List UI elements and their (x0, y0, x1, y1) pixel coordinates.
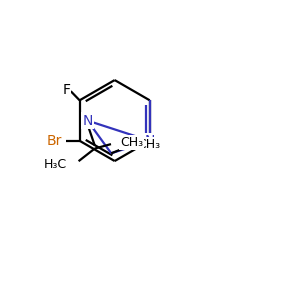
Text: F: F (62, 83, 70, 97)
Text: Br: Br (47, 134, 62, 148)
Text: N: N (145, 134, 155, 148)
Text: CH₃: CH₃ (120, 136, 143, 149)
Text: CH₃: CH₃ (138, 138, 161, 151)
Text: N: N (82, 114, 93, 128)
Text: H₃C: H₃C (44, 158, 67, 171)
